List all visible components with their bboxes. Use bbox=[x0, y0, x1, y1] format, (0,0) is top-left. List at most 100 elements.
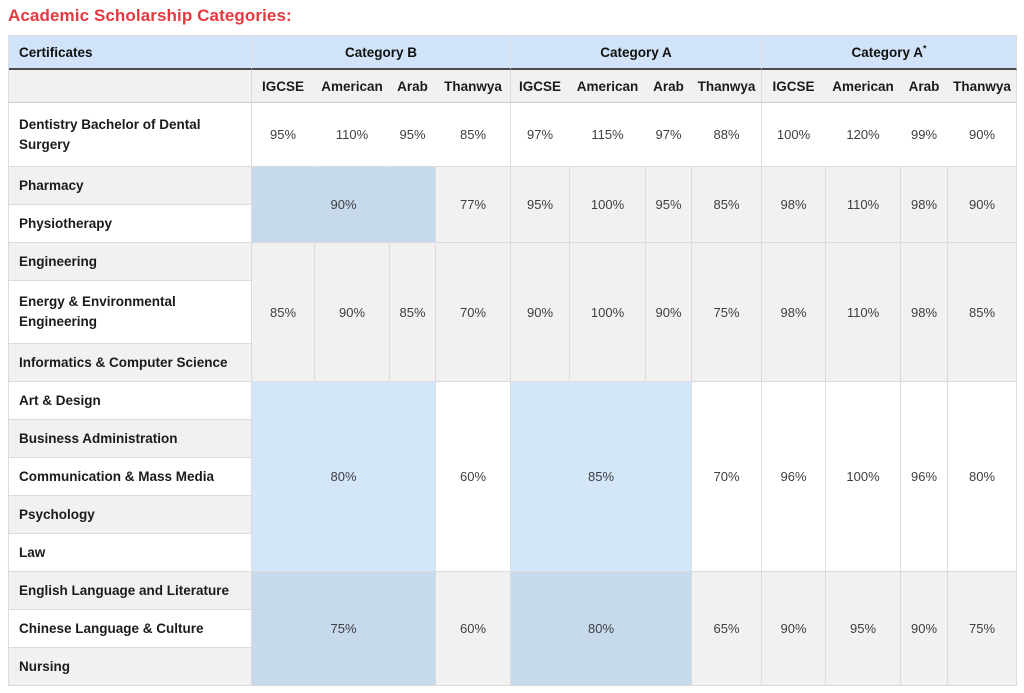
certificate-cell: Law bbox=[9, 534, 252, 572]
certificate-cell: Pharmacy bbox=[9, 167, 252, 205]
certificate-cell: Engineering bbox=[9, 243, 252, 281]
table-row: Pharmacy 90% 77% 95% 100% 95% 85% 98% 11… bbox=[9, 167, 1018, 243]
merged-value-cell: 85% bbox=[511, 382, 693, 572]
value-cell: 75% bbox=[692, 243, 763, 382]
value-cell: 95% bbox=[390, 103, 436, 167]
certificate-cell: Energy & Environmental Engineering bbox=[9, 281, 252, 344]
value-cell: 97% bbox=[646, 103, 693, 167]
subheader-american: American bbox=[826, 70, 902, 103]
value-cell: 90% bbox=[511, 243, 571, 382]
value-cell: 85% bbox=[692, 167, 763, 243]
merged-value-cell: 80% bbox=[511, 572, 693, 686]
subheader-thanwya: Thanwya bbox=[948, 70, 1018, 103]
certificate-cell: Nursing bbox=[9, 648, 252, 686]
category-a-header: Category A bbox=[511, 36, 763, 70]
value-cell: 75% bbox=[948, 572, 1018, 686]
category-b-header: Category B bbox=[252, 36, 512, 70]
table-row: Art & Design 80% 60% 85% 70% 96% 100% 96… bbox=[9, 382, 1018, 572]
table-row: Psychology bbox=[9, 496, 1017, 534]
certificate-cell: Psychology bbox=[9, 496, 252, 534]
subheader-arab: Arab bbox=[646, 70, 693, 103]
certificate-cell: Physiotherapy bbox=[9, 205, 252, 243]
value-cell: 90% bbox=[948, 167, 1018, 243]
certificate-cell: Communication & Mass Media bbox=[9, 458, 252, 496]
merged-value-cell: 75% bbox=[252, 572, 436, 686]
blank-subheader-cell bbox=[9, 70, 252, 103]
certificate-cell: Art & Design bbox=[9, 382, 252, 420]
value-cell: 99% bbox=[901, 103, 949, 167]
table-row: Law bbox=[9, 534, 1017, 572]
value-cell: 110% bbox=[826, 243, 902, 382]
table-row: Communication & Mass Media bbox=[9, 458, 1017, 496]
value-cell: 98% bbox=[762, 243, 827, 382]
subheader-arab: Arab bbox=[390, 70, 436, 103]
certificate-cell: Business Administration bbox=[9, 420, 252, 458]
value-cell: 100% bbox=[570, 167, 647, 243]
subheader-american: American bbox=[315, 70, 390, 103]
value-cell: 85% bbox=[252, 243, 315, 382]
category-a-star-header: Category A* bbox=[762, 36, 1018, 70]
value-cell: 90% bbox=[646, 243, 693, 382]
value-cell: 95% bbox=[826, 572, 902, 686]
value-cell: 88% bbox=[692, 103, 763, 167]
value-cell: 110% bbox=[315, 103, 390, 167]
value-cell: 85% bbox=[948, 243, 1018, 382]
value-cell: 70% bbox=[436, 243, 512, 382]
subheader-igcse: IGCSE bbox=[762, 70, 827, 103]
subheader-igcse: IGCSE bbox=[511, 70, 571, 103]
value-cell: 60% bbox=[436, 382, 512, 572]
value-cell: 97% bbox=[511, 103, 571, 167]
value-cell: 85% bbox=[390, 243, 436, 382]
page-title: Academic Scholarship Categories: bbox=[8, 6, 292, 25]
category-header-row: Certificates Category B Category A Categ… bbox=[9, 36, 1018, 70]
category-b-label: Category B bbox=[345, 44, 418, 60]
subheader-thanwya: Thanwya bbox=[436, 70, 512, 103]
table-row: Informatics & Computer Science bbox=[9, 344, 1017, 382]
value-cell: 120% bbox=[826, 103, 902, 167]
merged-value-cell: 90% bbox=[252, 167, 436, 243]
value-cell: 85% bbox=[436, 103, 512, 167]
certificates-column-header: Certificates bbox=[9, 36, 252, 70]
table-row: Chinese Language & Culture bbox=[9, 610, 1017, 648]
value-cell: 100% bbox=[826, 382, 902, 572]
subheader-thanwya: Thanwya bbox=[692, 70, 763, 103]
value-cell: 90% bbox=[948, 103, 1018, 167]
value-cell: 95% bbox=[252, 103, 315, 167]
table-row: Energy & Environmental Engineering bbox=[9, 281, 1017, 344]
value-cell: 60% bbox=[436, 572, 512, 686]
value-cell: 96% bbox=[762, 382, 827, 572]
value-cell: 90% bbox=[901, 572, 949, 686]
category-a-star-label: Category A bbox=[851, 44, 924, 60]
category-a-star-sup: * bbox=[923, 43, 927, 53]
table-row: Physiotherapy bbox=[9, 205, 1017, 243]
value-cell: 80% bbox=[948, 382, 1018, 572]
subheader-arab: Arab bbox=[901, 70, 949, 103]
value-cell: 98% bbox=[901, 167, 949, 243]
category-a-label: Category A bbox=[600, 44, 672, 60]
value-cell: 100% bbox=[570, 243, 647, 382]
table-row: English Language and Literature 75% 60% … bbox=[9, 572, 1018, 686]
scholarship-table: Certificates Category B Category A Categ… bbox=[8, 35, 1018, 686]
certificate-cell: Dentistry Bachelor of Dental Surgery bbox=[9, 103, 252, 167]
table-row: Dentistry Bachelor of Dental Surgery 95%… bbox=[9, 103, 1018, 167]
certificate-cell: English Language and Literature bbox=[9, 572, 252, 610]
table-row: Engineering 85% 90% 85% 70% 90% 100% 90%… bbox=[9, 243, 1018, 382]
value-cell: 65% bbox=[692, 572, 763, 686]
value-cell: 98% bbox=[762, 167, 827, 243]
value-cell: 77% bbox=[436, 167, 512, 243]
value-cell: 96% bbox=[901, 382, 949, 572]
merged-value-cell: 80% bbox=[252, 382, 436, 572]
subheader-american: American bbox=[570, 70, 647, 103]
value-cell: 95% bbox=[646, 167, 693, 243]
table-row: Nursing bbox=[9, 648, 1017, 686]
subheader-igcse: IGCSE bbox=[252, 70, 315, 103]
certificate-cell: Chinese Language & Culture bbox=[9, 610, 252, 648]
value-cell: 110% bbox=[826, 167, 902, 243]
value-cell: 90% bbox=[762, 572, 827, 686]
certificate-cell: Informatics & Computer Science bbox=[9, 344, 252, 382]
value-cell: 100% bbox=[762, 103, 827, 167]
value-cell: 115% bbox=[570, 103, 647, 167]
table-row: Business Administration bbox=[9, 420, 1017, 458]
value-cell: 70% bbox=[692, 382, 763, 572]
value-cell: 98% bbox=[901, 243, 949, 382]
